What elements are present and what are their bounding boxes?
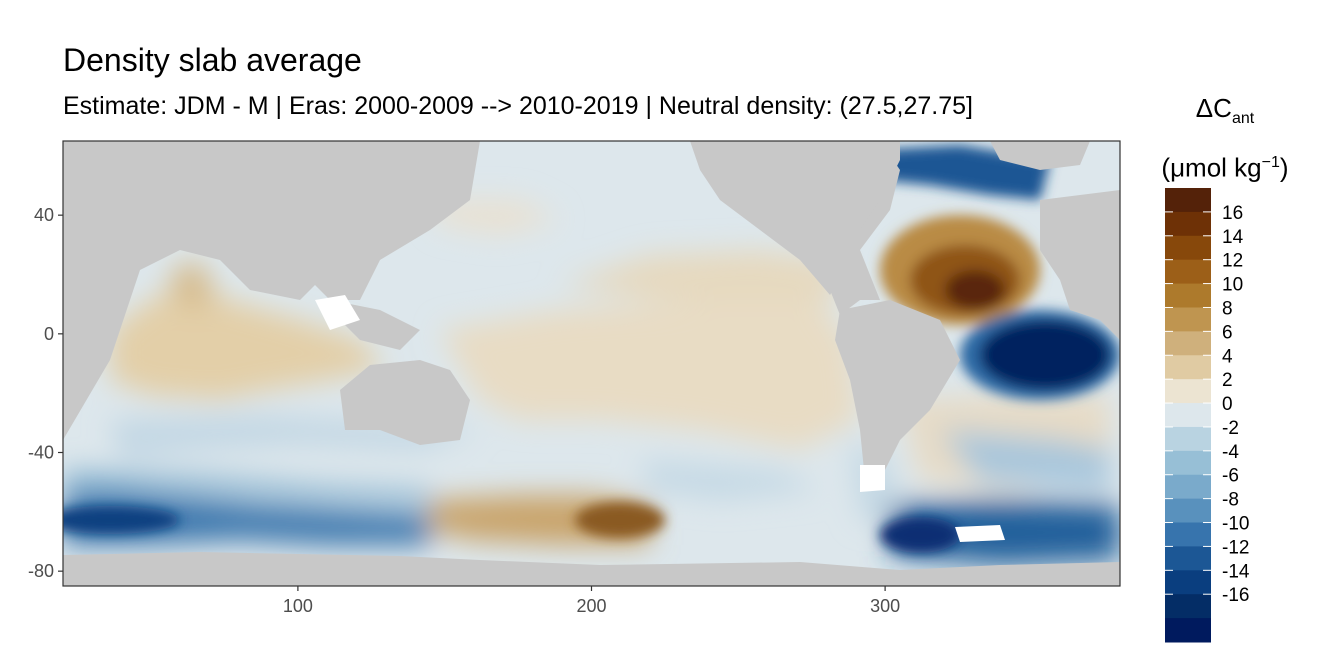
legend-label: 6 [1222, 322, 1233, 343]
legend-color-band [1165, 546, 1211, 571]
y-tick-label: 0 [44, 324, 54, 344]
legend-label: 4 [1222, 346, 1233, 367]
missing-data-layer [315, 295, 1005, 542]
north-pacific-positive-band [560, 250, 840, 300]
legend-label: -6 [1222, 466, 1239, 487]
legend-color-band [1165, 594, 1211, 619]
legend-colorbar: 16 14 12 108 6 4 2 0 -2 -4 -6 -8 -10-12 -14 -16 [1165, 188, 1250, 643]
land-south-america [835, 300, 960, 480]
legend-title-unit-close: ) [1279, 152, 1289, 183]
legend-color-band [1165, 403, 1211, 428]
land-antarctica [63, 552, 1120, 586]
southern-ocean-negative-east [890, 500, 1120, 565]
north-pacific-light [430, 200, 560, 235]
legend-color-band [1165, 355, 1211, 380]
chart-title: Density slab average [63, 42, 362, 78]
legend-label: 2 [1222, 370, 1233, 391]
legend-title-symbol: ΔC [1195, 93, 1232, 123]
legend-label: 0 [1222, 394, 1233, 415]
legend-color-band [1165, 522, 1211, 547]
atlantic-positive-core [945, 270, 1005, 310]
x-tick-label: 200 [576, 596, 606, 616]
legend-color-band [1165, 307, 1211, 332]
missing-pacific-islands [315, 295, 360, 330]
legend-title-subscript: ant [1231, 110, 1255, 128]
legend-label: -12 [1222, 537, 1249, 558]
southern-ocean-dark-core [63, 506, 180, 534]
y-tick-label: -40 [28, 443, 54, 463]
y-tick-label: 40 [34, 205, 54, 225]
legend-color-band [1165, 498, 1211, 524]
south-atlantic-blue [940, 430, 1110, 490]
x-axis: 100 200 300 [283, 586, 900, 616]
legend-title-unit: (μmol kg [1161, 152, 1262, 183]
x-tick-label: 300 [870, 596, 900, 616]
x-tick-label: 100 [283, 596, 313, 616]
land-north-america-inner [690, 141, 900, 295]
atlantic-negative-core [980, 320, 1110, 390]
missing-atlantic-south [955, 525, 1005, 542]
indian-ocean-positive [110, 280, 385, 400]
south-pacific-positive-band [440, 300, 860, 450]
land-australia [340, 360, 470, 445]
legend-color-band [1165, 188, 1211, 213]
legend-label: -16 [1222, 585, 1249, 606]
legend-color-band [1165, 235, 1211, 261]
land-layer [63, 141, 1120, 586]
y-tick-label: -80 [28, 561, 54, 581]
legend-label: 14 [1222, 227, 1244, 248]
pacific-negative-patch-1 [640, 460, 820, 500]
legend-label: -10 [1222, 514, 1249, 535]
legend-label: -14 [1222, 561, 1250, 582]
legend-color-band [1165, 474, 1211, 500]
southern-ocean-negative-west [63, 490, 430, 545]
legend-color-band [1165, 450, 1211, 476]
legend-title: ΔCant (μmol kg−1) [1160, 86, 1290, 190]
legend-color-band [1165, 211, 1211, 237]
legend-label: -4 [1222, 442, 1239, 463]
south-pacific-positive-core [575, 502, 665, 538]
land-africa-east [1040, 190, 1120, 340]
missing-south-america-edge [860, 465, 885, 492]
legend-label: 10 [1222, 275, 1243, 296]
land-north-america [700, 141, 900, 315]
legend-label: 16 [1222, 203, 1243, 224]
legend-color-band [1165, 331, 1211, 356]
legend-color-band [1165, 618, 1211, 643]
legend-color-band [1165, 426, 1211, 452]
land-asia [180, 141, 480, 300]
y-axis: 40 0 -40 -80 [28, 205, 63, 581]
chart-subtitle: Estimate: JDM - M | Eras: 2000-2009 --> … [63, 92, 973, 120]
field-layer [63, 200, 1120, 565]
southern-ocean-negative-light [63, 470, 430, 505]
southern-ocean-dark-core-2 [880, 517, 960, 553]
map-panel [63, 141, 1120, 586]
land-greenland [990, 141, 1090, 170]
legend-label: -2 [1222, 418, 1239, 439]
arabian-sea-positive [170, 260, 215, 310]
legend-color-band [1165, 570, 1211, 595]
legend-color-band [1165, 283, 1211, 308]
legend-color-band [1165, 259, 1211, 285]
legend-label: 8 [1222, 298, 1233, 319]
legend-label: 12 [1222, 251, 1243, 272]
legend-label: -8 [1222, 490, 1239, 511]
legend-color-band [1165, 379, 1211, 404]
legend-title-unit-sup: −1 [1261, 154, 1280, 172]
